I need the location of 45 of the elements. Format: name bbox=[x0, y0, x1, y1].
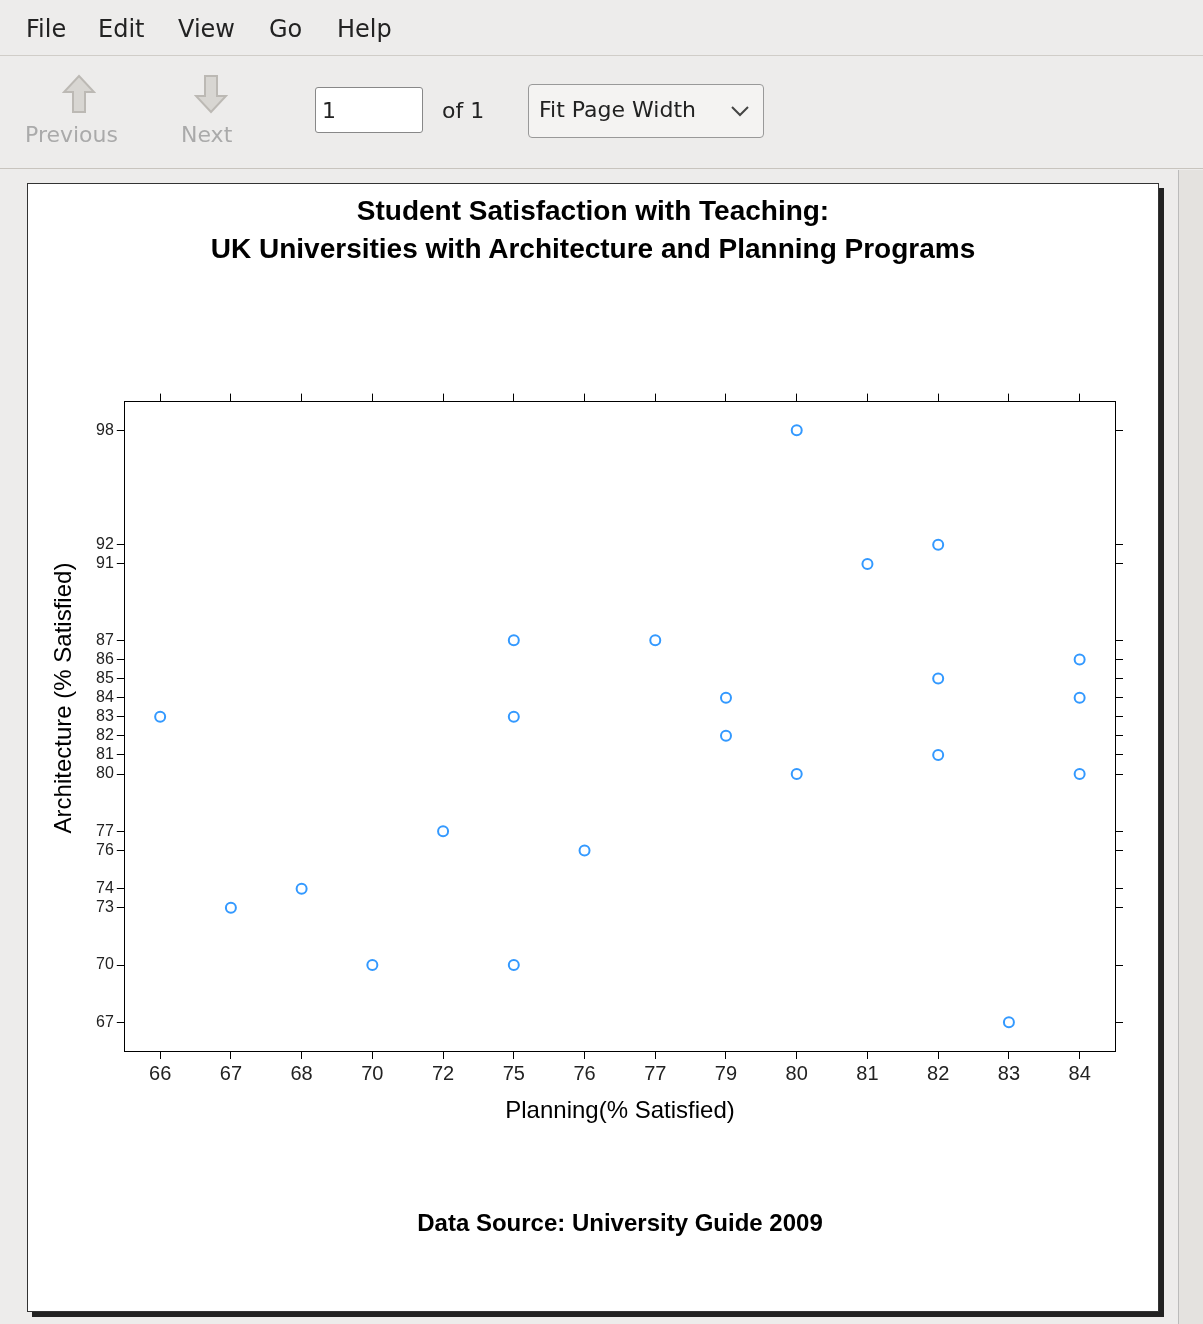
text: Previous bbox=[25, 122, 118, 147]
y-tick-label: 91 bbox=[96, 554, 114, 572]
text: Edit bbox=[98, 15, 145, 43]
text: Help bbox=[337, 15, 392, 43]
y-tick-label: 85 bbox=[96, 668, 114, 686]
x-tick-label: 82 bbox=[927, 1061, 950, 1084]
y-tick-label: 67 bbox=[96, 1012, 114, 1030]
y-tick-label: 86 bbox=[96, 649, 114, 667]
y-tick-label: 70 bbox=[96, 955, 114, 973]
x-tick-label: 67 bbox=[219, 1061, 243, 1084]
chart-title: Student Satisfaction with Teaching: UK Universities with Architecture and Planning Programs bbox=[209, 194, 977, 266]
y-tick-label: 83 bbox=[96, 707, 114, 725]
x-tick-label: 83 bbox=[997, 1061, 1021, 1084]
y-axis-title: Architecture (% Satisfied) bbox=[49, 561, 77, 836]
y-tick-label: 98 bbox=[96, 420, 114, 438]
text: 1 bbox=[315, 87, 423, 133]
x-tick-label: 76 bbox=[573, 1061, 596, 1084]
text: Go bbox=[269, 15, 303, 43]
x-tick-label: 70 bbox=[361, 1061, 384, 1084]
y-tick-label: 84 bbox=[96, 688, 114, 706]
y-tick-label: 81 bbox=[96, 745, 114, 763]
x-tick-label: 66 bbox=[149, 1061, 172, 1084]
x-tick-label: 75 bbox=[502, 1061, 525, 1084]
x-tick-label: 68 bbox=[290, 1061, 313, 1084]
text: Fit Page Width bbox=[539, 97, 696, 122]
x-tick-label: 72 bbox=[431, 1061, 455, 1084]
y-tick-label: 76 bbox=[96, 840, 114, 858]
x-tick-label: 80 bbox=[785, 1061, 808, 1084]
y-tick-label: 87 bbox=[96, 630, 114, 648]
y-tick-label: 74 bbox=[96, 879, 114, 897]
y-tick-label: 73 bbox=[96, 898, 114, 916]
y-tick-label: 80 bbox=[96, 764, 114, 782]
y-tick-label: 77 bbox=[96, 821, 114, 839]
text: Next bbox=[181, 122, 233, 147]
source-note: Data Source: University Guide 2009 bbox=[416, 1209, 824, 1237]
x-axis-title: Planning(% Satisfied) bbox=[504, 1096, 736, 1124]
x-tick-label: 79 bbox=[714, 1061, 738, 1084]
y-tick-label: 92 bbox=[96, 535, 114, 553]
x-tick-label: 77 bbox=[644, 1061, 667, 1084]
x-tick-label: 81 bbox=[856, 1061, 879, 1084]
x-tick-label: 84 bbox=[1068, 1061, 1091, 1084]
text: File bbox=[26, 15, 67, 43]
y-tick-label: 82 bbox=[96, 726, 114, 744]
text: View bbox=[178, 15, 235, 43]
text: of 1 bbox=[442, 98, 485, 123]
